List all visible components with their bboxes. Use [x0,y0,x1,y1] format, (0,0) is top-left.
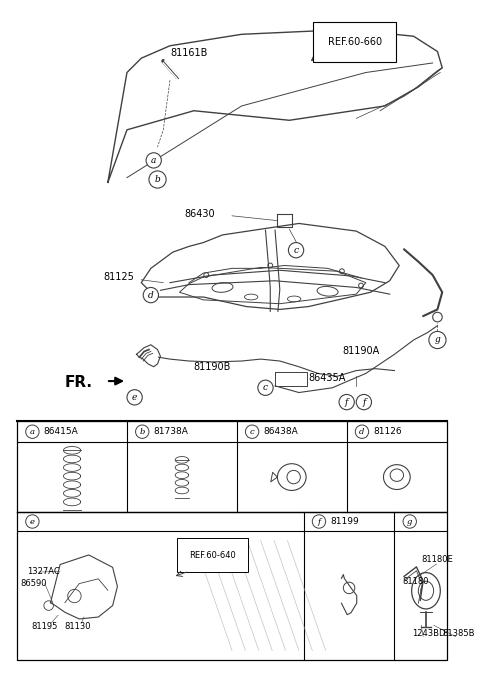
Text: 86590: 86590 [20,579,47,588]
Text: 81385B: 81385B [442,629,475,638]
Text: 81161B: 81161B [170,48,207,58]
Circle shape [359,283,363,288]
Circle shape [429,331,446,349]
Text: b: b [140,428,145,436]
Circle shape [26,425,39,439]
Circle shape [258,380,273,395]
Text: g: g [407,517,412,526]
Circle shape [339,394,354,410]
Text: g: g [434,335,440,345]
Text: 86438A: 86438A [264,427,299,436]
Circle shape [339,269,344,273]
Circle shape [268,263,273,268]
Text: 86435A: 86435A [309,373,346,384]
Text: e: e [30,517,35,526]
Text: d: d [148,290,154,300]
Text: a: a [151,156,156,165]
Circle shape [26,515,39,528]
Circle shape [127,390,142,405]
Text: 1243BD: 1243BD [412,629,445,638]
Text: f: f [317,517,321,526]
Circle shape [135,425,149,439]
Text: 86415A: 86415A [44,427,79,436]
Text: d: d [360,428,365,436]
Text: 81125: 81125 [103,272,134,282]
Text: a: a [30,428,35,436]
Text: REF.60-660: REF.60-660 [327,37,382,47]
Text: 81199: 81199 [330,517,359,526]
Text: e: e [132,393,137,402]
Circle shape [288,243,304,258]
Text: 81195: 81195 [31,622,58,631]
Text: c: c [263,384,268,392]
Text: f: f [362,398,366,407]
Text: 81190A: 81190A [342,347,379,356]
Text: 81738A: 81738A [154,427,189,436]
Text: c: c [250,428,254,436]
Circle shape [312,515,325,528]
Text: f: f [345,398,348,407]
Text: 81180: 81180 [402,577,429,586]
Text: 81130: 81130 [65,622,91,631]
Text: 86430: 86430 [184,209,215,219]
Text: 81126: 81126 [373,427,402,436]
Circle shape [355,425,369,439]
Text: 1327AC: 1327AC [27,566,60,576]
Text: c: c [294,245,299,255]
Circle shape [146,153,161,168]
Text: 81190B: 81190B [194,362,231,372]
Circle shape [356,394,372,410]
Text: FR.: FR. [65,375,93,390]
Circle shape [204,273,209,277]
Text: b: b [155,175,160,184]
Circle shape [143,288,158,303]
Text: REF.60-640: REF.60-640 [189,551,236,560]
Circle shape [149,171,166,188]
Circle shape [403,515,417,528]
Circle shape [245,425,259,439]
Text: 81180E: 81180E [421,555,453,564]
